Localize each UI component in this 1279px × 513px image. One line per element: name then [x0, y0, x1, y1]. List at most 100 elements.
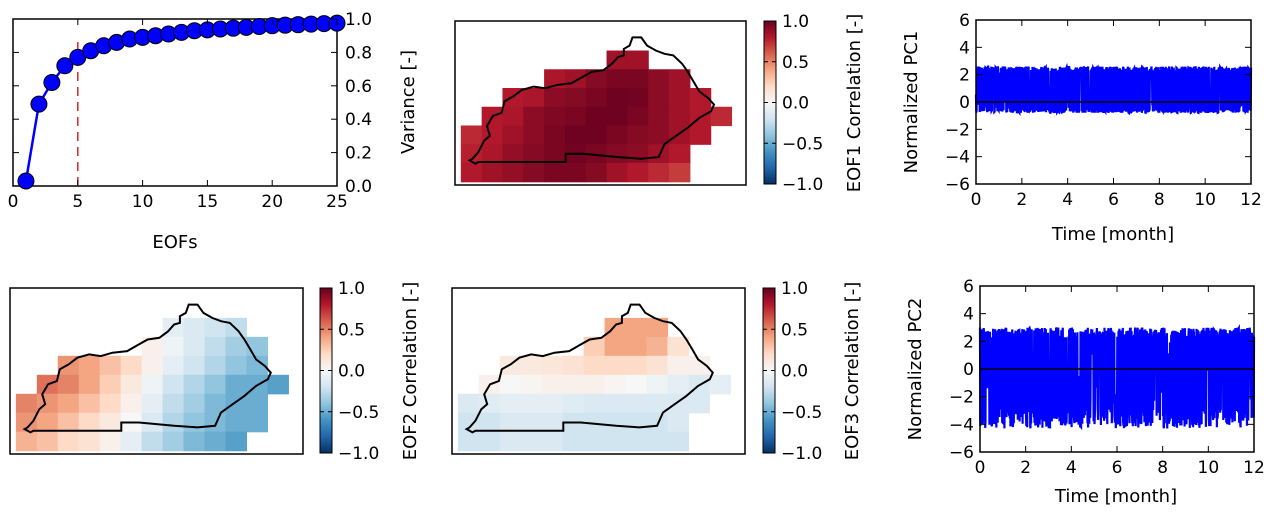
eof2-panel: −1.0 −0.5 0.0 0.5 1.0 EOF2 Correlation [-]	[9, 279, 421, 464]
colorbar-tick-label: −1.0	[781, 444, 822, 464]
grid-cell	[564, 106, 587, 127]
grid-cell	[481, 144, 504, 164]
grid-cell	[520, 412, 543, 433]
grid-cell	[604, 412, 627, 433]
grid-cell	[604, 336, 627, 357]
grid-cell	[502, 106, 524, 127]
grid-cell	[646, 355, 669, 376]
grid-cell	[667, 355, 690, 376]
grid-cell	[564, 88, 587, 108]
x-tick-label: 2	[1016, 190, 1027, 210]
y-tick-label: 6	[959, 11, 970, 31]
x-tick-label: 10	[1198, 458, 1220, 478]
grid-cell	[646, 412, 669, 433]
grid-cell	[604, 431, 627, 452]
grid-cell	[544, 88, 566, 108]
x-tick-label: 6	[1108, 190, 1119, 210]
grid-cell	[225, 412, 248, 433]
grid-cell	[162, 374, 185, 395]
colorbar-tick-label: −0.5	[782, 134, 823, 154]
grid-cell	[648, 106, 670, 127]
grid-cell	[460, 162, 483, 183]
grid-cell	[204, 412, 227, 433]
colorbar-tick-label: 0.5	[781, 320, 808, 340]
x-tick-label: 4	[1066, 458, 1077, 478]
y-tick-label: 6	[963, 277, 974, 297]
eof2-state-outline	[22, 303, 272, 434]
grid-cell	[523, 162, 545, 183]
grid-cell	[541, 374, 564, 395]
grid-cell	[689, 125, 712, 145]
grid-cell	[99, 412, 122, 433]
grid-cell	[564, 69, 587, 89]
grid-cell	[541, 412, 564, 433]
grid-cell	[481, 125, 504, 145]
grid-cell	[564, 125, 587, 145]
variance-point	[30, 95, 48, 113]
eof1-panel: −1.0 −0.5 0.0 0.5 1.0 EOF1 Correlation [-]	[454, 12, 865, 195]
grid-cell	[183, 412, 206, 433]
grid-cell	[36, 412, 59, 433]
y-tick-label: 2	[959, 66, 970, 86]
grid-cell	[225, 431, 248, 452]
colorbar-tick-label: 0.0	[782, 94, 809, 114]
grid-cell	[625, 431, 648, 452]
grid-cell	[267, 374, 289, 395]
grid-cell	[15, 431, 38, 452]
grid-cell	[57, 393, 80, 414]
grid-cell	[564, 162, 587, 183]
grid-cell	[99, 374, 122, 395]
grid-cell	[457, 412, 480, 433]
grid-cell	[478, 393, 501, 414]
grid-cell	[204, 374, 227, 395]
grid-cell	[541, 355, 564, 376]
pc2-y-ticks: −6 −4 −2 0 2 4 6	[949, 277, 1254, 463]
grid-cell	[225, 374, 248, 395]
grid-cell	[499, 412, 522, 433]
grid-cell	[627, 162, 649, 183]
colorbar-tick-label: 0.0	[338, 362, 365, 382]
grid-cell	[457, 393, 480, 414]
colorbar-tick-label: 0.5	[782, 53, 809, 73]
grid-cell	[604, 355, 627, 376]
grid-cell	[606, 162, 628, 183]
eof2-axes-frame	[9, 287, 304, 455]
pc2-x-ticks: 0 2 4 6 8 10 12	[975, 286, 1265, 478]
grid-cell	[627, 69, 649, 89]
grid-cell	[162, 412, 185, 433]
x-tick-label: 5	[72, 192, 83, 212]
y-tick-label: 4	[963, 305, 974, 325]
grid-cell	[583, 412, 606, 433]
pc2-panel: 0 2 4 6 8 10 12 −6 −4 −2 0 2 4 6 Time [month] Normal…	[905, 277, 1265, 507]
y-tick-label: −6	[945, 175, 970, 195]
grid-cell	[627, 125, 649, 145]
grid-cell	[183, 355, 206, 376]
grid-cell	[478, 412, 501, 433]
grid-cell	[183, 336, 206, 357]
grid-cell	[688, 355, 710, 376]
colorbar-tick-label: 1.0	[338, 279, 365, 299]
grid-cell	[562, 393, 585, 414]
grid-cell	[541, 431, 564, 452]
y-tick-label: −6	[949, 443, 974, 463]
eof3-state-outline	[464, 303, 714, 434]
grid-cell	[646, 317, 669, 338]
eof3-colorbar-ticks: −1.0 −0.5 0.0 0.5 1.0	[763, 279, 822, 464]
grid-cell	[246, 393, 268, 414]
variance-point	[43, 73, 61, 91]
grid-cell	[668, 144, 691, 164]
y-tick-label: −4	[945, 148, 970, 168]
grid-cell	[544, 144, 566, 164]
y-tick-label: −2	[945, 120, 970, 140]
grid-cell	[183, 374, 206, 395]
grid-cell	[120, 374, 143, 395]
grid-cell	[625, 393, 648, 414]
colorbar-tick-label: 1.0	[782, 12, 809, 32]
grid-cell	[204, 336, 227, 357]
grid-cell	[688, 393, 710, 414]
grid-cell	[162, 355, 185, 376]
grid-cell	[668, 162, 691, 183]
grid-cell	[15, 412, 38, 433]
grid-cell	[141, 412, 164, 433]
colorbar-tick-label: −1.0	[338, 444, 379, 464]
